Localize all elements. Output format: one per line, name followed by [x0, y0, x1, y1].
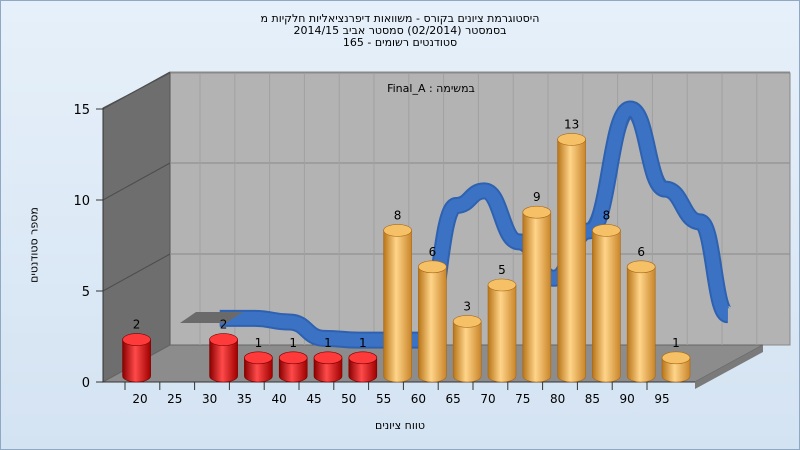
bar: 1: [348, 336, 378, 383]
bar-value-label: 1: [255, 336, 263, 350]
bar-body: [452, 321, 482, 383]
x-tick-label: 85: [585, 392, 600, 406]
bar-top: [209, 333, 238, 346]
x-tick-label: 75: [515, 392, 530, 406]
bar-value-label: 2: [220, 318, 228, 332]
bar-body: [244, 357, 273, 383]
bar-body: [661, 357, 691, 383]
bar-top: [418, 260, 447, 274]
x-tick-label: 60: [411, 392, 426, 406]
bar-value-label: 1: [672, 336, 680, 350]
x-tick-label: 80: [550, 392, 565, 406]
x-axis: 20 25 30 35 40 45 50 55 60 65 70 75 80 85 90 95: [103, 381, 695, 406]
bar-body: [626, 266, 656, 383]
bar-body: [418, 266, 447, 383]
bars: 2 2 1 1 1 1 8 6 3 5 9 13 8 6 1: [122, 117, 691, 383]
gridline-left-5: [102, 253, 171, 292]
bar-top: [661, 351, 691, 365]
bar-body: [557, 139, 586, 383]
y-tick-label: 10: [73, 194, 90, 209]
trend-ribbon-start: [180, 312, 243, 323]
bar: 9: [522, 190, 552, 383]
bar-body: [209, 339, 238, 383]
x-tick-label: 35: [237, 392, 252, 406]
bar-top: [592, 224, 621, 237]
bar-top: [487, 278, 517, 292]
bar-top: [452, 315, 482, 328]
bar-top: [122, 333, 151, 346]
bar-top: [626, 260, 656, 274]
bar-value-label: 5: [498, 263, 506, 277]
bar-value-label: 13: [564, 117, 579, 131]
bar-top: [313, 351, 343, 365]
bar-value-label: 8: [603, 208, 611, 222]
x-tick-label: 65: [446, 392, 461, 406]
bar-body: [487, 284, 517, 383]
y-tick-label: 5: [82, 285, 90, 300]
bar-body: [313, 357, 343, 383]
bar: 3: [452, 299, 482, 383]
bar-value-label: 9: [533, 190, 541, 204]
x-tick-label: 20: [132, 392, 147, 406]
y-tick-label: 0: [82, 376, 90, 391]
title-line-2: בסמסטר (02/2014) סמסטר אביב 2014/15: [293, 24, 507, 37]
bar: 6: [418, 245, 447, 383]
bar-value-label: 3: [463, 299, 471, 313]
bar-body: [383, 230, 412, 383]
bar: 8: [592, 208, 621, 383]
gridline-left-15: [102, 71, 171, 110]
y-tick-label: 15: [73, 103, 90, 118]
y-axis: 0 5 10 15: [73, 103, 104, 391]
task-annotation: Final_A : במשימה: [387, 82, 475, 95]
bar: 1: [278, 336, 308, 383]
floor-front-edge: [695, 345, 763, 389]
bar: 2: [122, 318, 151, 383]
bar: 13: [557, 117, 586, 383]
bar: 1: [244, 336, 273, 383]
x-axis-label: טווח ציונים: [375, 419, 425, 432]
bar: 6: [626, 245, 656, 383]
bar-top: [557, 133, 586, 146]
x-tick-label: 70: [480, 392, 495, 406]
bar-top: [278, 351, 308, 365]
chart-title: היסטוגרמת ציונים בקורס - משוואות דיפרנצי…: [0, 13, 800, 49]
title-line-1: היסטוגרמת ציונים בקורס - משוואות דיפרנצי…: [260, 12, 540, 25]
bar: 8: [383, 208, 412, 383]
bar-body: [592, 230, 621, 383]
bar: 5: [487, 263, 517, 383]
bar: 2: [209, 318, 238, 383]
x-tick-label: 95: [654, 392, 669, 406]
bar-top: [522, 205, 552, 219]
x-tick-label: 90: [620, 392, 635, 406]
back-wall: [169, 72, 791, 346]
trend-line: [180, 100, 733, 349]
y-axis-label: מספר סטודנטים: [27, 207, 41, 283]
x-tick-label: 50: [341, 392, 356, 406]
bar-top: [383, 224, 412, 237]
bar-value-label: 1: [289, 336, 297, 350]
bar-value-label: 6: [637, 245, 645, 259]
bar-value-label: 1: [359, 336, 367, 350]
gridline-left-10: [102, 162, 171, 201]
title-line-3: סטודנטים רשומים - 165: [342, 36, 458, 49]
x-tick-label: 45: [306, 392, 321, 406]
bar: 1: [313, 336, 343, 383]
bar-top: [348, 351, 378, 365]
bar-body: [122, 339, 151, 383]
bar-body: [278, 357, 308, 383]
bar-value-label: 1: [324, 336, 332, 350]
bar-top: [244, 351, 273, 365]
bar-body: [348, 357, 378, 383]
bar-body: [522, 211, 552, 383]
x-tick-label: 30: [202, 392, 217, 406]
x-tick-label: 25: [167, 392, 182, 406]
bar-value-label: 2: [133, 318, 141, 332]
x-tick-label: 55: [376, 392, 391, 406]
bar-value-label: 6: [429, 245, 437, 259]
bar: 1: [661, 336, 691, 383]
trend-ribbon: [219, 102, 732, 347]
bar-value-label: 8: [394, 208, 402, 222]
x-tick-label: 40: [272, 392, 287, 406]
